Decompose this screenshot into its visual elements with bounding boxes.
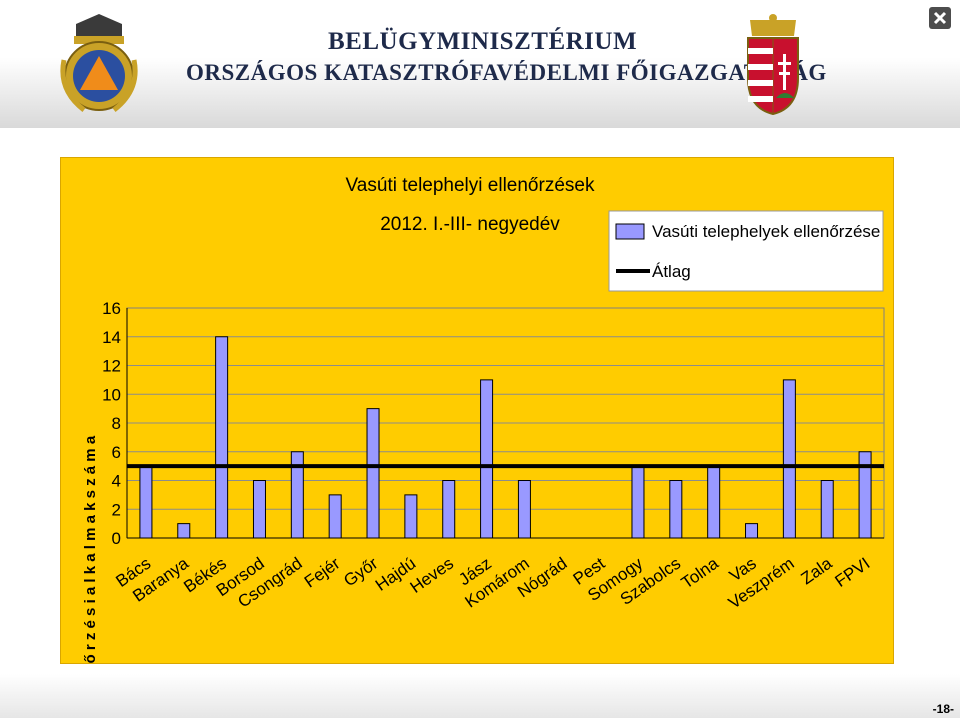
- close-icon[interactable]: [928, 6, 952, 30]
- y-tick-label: 12: [102, 357, 121, 376]
- bar: [745, 523, 759, 539]
- bar: [782, 379, 796, 539]
- bar: [517, 480, 531, 539]
- directorate-name: ORSZÁGOS KATASZTRÓFAVÉDELMI FŐIGAZGATÓSÁ…: [186, 60, 827, 85]
- bar: [669, 480, 683, 539]
- bar: [707, 465, 721, 539]
- footer-bar: [0, 674, 960, 718]
- x-tick-label: FPVI: [832, 554, 874, 591]
- y-tick-label: 10: [102, 385, 121, 404]
- legend-bar-swatch: [615, 223, 645, 240]
- x-tick-label: Tolna: [678, 553, 723, 592]
- x-tick-label: Heves: [407, 554, 457, 597]
- y-tick-label: 8: [112, 414, 121, 433]
- bar: [631, 465, 645, 539]
- fire-service-emblem-icon: [60, 14, 138, 112]
- bar: [215, 336, 229, 539]
- chart-area: E l l e n ő r z é s i a l k a l m a k s …: [60, 157, 894, 718]
- x-tick-label: Fejér: [301, 554, 344, 592]
- bar: [328, 494, 342, 539]
- y-tick-label: 0: [112, 529, 121, 548]
- hungarian-coat-of-arms-icon: [747, 14, 799, 116]
- bar: [252, 480, 266, 539]
- chart-subtitle: 2012. I.-III- negyedév: [380, 214, 560, 235]
- bar: [177, 523, 191, 539]
- bar-chart: E l l e n ő r z é s i a l k a l m a k s …: [82, 175, 885, 718]
- bar: [139, 465, 153, 539]
- page-number: -18-: [932, 702, 954, 716]
- y-tick-label: 2: [112, 500, 121, 519]
- bar: [404, 494, 418, 539]
- legend-bar-label: Vasúti telephelyek ellenőrzése: [652, 222, 880, 241]
- bar: [290, 451, 304, 539]
- bar: [366, 408, 380, 539]
- y-tick-label: 6: [112, 443, 121, 462]
- header-banner: [0, 0, 960, 128]
- y-tick-label: 16: [102, 299, 121, 318]
- bar: [442, 480, 456, 539]
- bar: [820, 480, 834, 539]
- ministry-name: BELÜGYMINISZTÉRIUM: [328, 28, 638, 55]
- bar: [858, 451, 872, 539]
- y-axis-label: E l l e n ő r z é s i a l k a l m a k s …: [82, 435, 99, 663]
- y-tick-label: 4: [112, 472, 121, 491]
- legend: Vasúti telephelyek ellenőrzése Átlag: [608, 210, 884, 292]
- chart-title: Vasúti telephelyi ellenőrzések: [346, 175, 595, 196]
- legend-average-label: Átlag: [652, 262, 691, 281]
- bar: [480, 379, 494, 539]
- x-tick-label: Zala: [798, 553, 836, 588]
- y-tick-label: 14: [102, 328, 121, 347]
